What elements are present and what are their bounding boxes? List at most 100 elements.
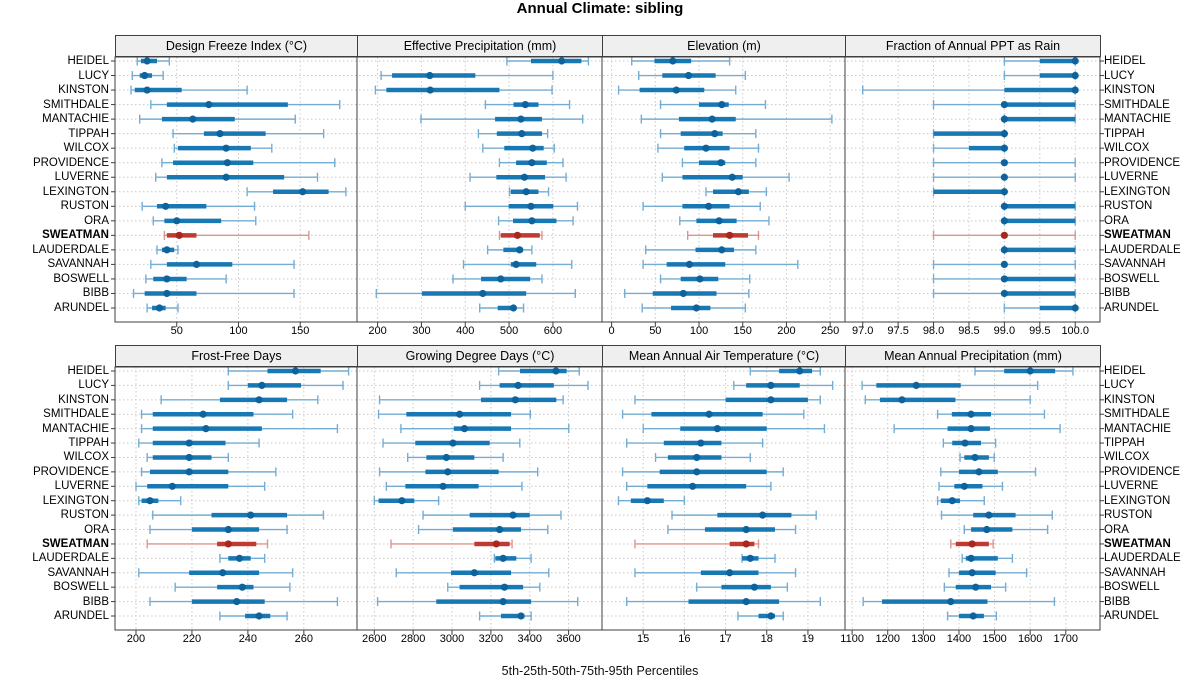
- station-label-left: BIBB: [82, 287, 109, 300]
- percentile-row-ora: [497, 216, 574, 226]
- axis-tick-label: 600: [543, 325, 563, 337]
- percentile-row-lexington: [705, 187, 768, 197]
- percentile-row-ruston: [671, 510, 817, 520]
- median-dot: [517, 115, 525, 123]
- median-dot: [155, 304, 164, 312]
- median-dot: [975, 468, 983, 476]
- percentile-row-wilcox: [959, 452, 995, 462]
- percentile-row-sweatman: [163, 230, 310, 240]
- station-label-left: LEXINGTON: [42, 185, 109, 198]
- percentile-row-providence: [932, 158, 1076, 168]
- station-label-right: WILCOX: [1104, 451, 1150, 464]
- median-dot: [558, 57, 566, 65]
- median-dot: [967, 425, 975, 433]
- axis-tick-label: 200: [368, 325, 387, 337]
- median-dot: [767, 612, 775, 620]
- axis-caption: 5th-25th-50th-75th-95th Percentiles: [501, 664, 699, 678]
- panel-strip-2: Effective Precipitation (mm): [357, 35, 603, 57]
- percentile-row-bibb: [132, 288, 295, 298]
- axis-tick-label: 50: [170, 325, 183, 337]
- percentile-row-luverne: [155, 172, 319, 182]
- percentile-row-arundel: [479, 303, 525, 313]
- median-dot: [728, 173, 736, 181]
- percentile-row-bibb: [376, 597, 579, 607]
- axis-tick-label: 1100: [840, 633, 864, 645]
- percentile-row-lauderdale: [741, 553, 776, 563]
- median-dot: [516, 246, 524, 254]
- station-label-right: MANTACHIE: [1104, 113, 1171, 126]
- station-label-left: SMITHDALE: [43, 408, 109, 421]
- panel-grid-row-0: [111, 56, 1104, 327]
- station-label-right: PROVIDENCE: [1104, 465, 1181, 478]
- axis-tick-label: 99.0: [993, 325, 1016, 337]
- percentile-row-lauderdale: [156, 245, 179, 255]
- axis-tick-label: 1400: [946, 633, 972, 645]
- median-dot: [718, 100, 726, 109]
- median-dot: [1071, 57, 1079, 65]
- station-label-right: LUVERNE: [1104, 171, 1159, 184]
- axis-tick-label: 98.0: [922, 325, 945, 337]
- median-dot: [713, 425, 721, 433]
- median-dot: [717, 159, 725, 167]
- percentile-row-savannah: [948, 568, 1028, 578]
- median-dot: [499, 554, 507, 562]
- percentile-row-kinston: [160, 395, 319, 405]
- percentile-row-ruston: [422, 510, 562, 520]
- axis-tick-label: 1700: [1053, 633, 1079, 645]
- axis-tick-label: 300: [412, 325, 431, 337]
- percentile-row-lucy: [733, 380, 834, 390]
- station-label-right: SAVANNAH: [1104, 566, 1166, 579]
- median-dot: [444, 468, 452, 476]
- percentile-row-tippah: [477, 129, 549, 139]
- percentile-row-lexington: [373, 496, 440, 506]
- station-label-right: LAUDERDALE: [1104, 552, 1181, 565]
- percentile-row-sweatman: [686, 230, 760, 240]
- percentile-row-arundel: [146, 303, 179, 313]
- station-label-right: RUSTON: [1104, 200, 1153, 213]
- median-dot: [143, 57, 151, 65]
- median-dot: [767, 381, 775, 390]
- median-dot: [175, 231, 183, 239]
- median-dot: [518, 130, 526, 138]
- percentile-row-wilcox: [482, 143, 555, 153]
- station-label-left: LEXINGTON: [42, 494, 109, 507]
- axis-tick-label: 2800: [400, 633, 426, 645]
- median-dot: [697, 439, 705, 447]
- median-dot: [968, 540, 976, 548]
- station-label-left: WILCOX: [63, 451, 109, 464]
- station-label-right: SAVANNAH: [1104, 258, 1166, 271]
- percentile-row-wilcox: [146, 452, 230, 462]
- percentile-row-lucy: [131, 71, 164, 81]
- percentile-row-sweatman: [498, 230, 543, 240]
- percentile-row-smithdale: [621, 409, 805, 419]
- median-dot: [224, 540, 232, 548]
- percentile-row-sweatman: [390, 539, 513, 549]
- median-dot: [398, 497, 406, 505]
- median-dot: [426, 86, 434, 94]
- axis-tick-label: 3400: [517, 633, 542, 645]
- median-dot: [971, 453, 979, 462]
- percentile-row-tippah: [172, 129, 325, 139]
- panel-border: [601, 56, 846, 323]
- percentile-row-bibb: [149, 597, 339, 607]
- median-dot: [1000, 275, 1008, 283]
- panel-border: [844, 56, 1101, 323]
- median-dot: [511, 396, 519, 404]
- axis-tick-label: 260: [294, 633, 314, 645]
- median-dot: [512, 260, 520, 269]
- percentile-row-kinston: [378, 395, 564, 405]
- percentile-row-heidel: [136, 56, 171, 66]
- median-dot: [967, 554, 975, 562]
- percentile-row-lexington: [138, 496, 182, 506]
- percentile-row-wilcox: [407, 452, 504, 462]
- station-label-right: TIPPAH: [1104, 127, 1145, 140]
- axis-tick-label: 2600: [362, 633, 387, 645]
- station-label-left: SMITHDALE: [43, 98, 109, 111]
- percentile-row-boswell: [174, 582, 291, 592]
- station-label-right: HEIDEL: [1104, 55, 1146, 67]
- percentile-row-arundel: [737, 611, 784, 621]
- axis-tick-label: 1300: [911, 633, 936, 645]
- median-dot: [199, 410, 207, 418]
- station-label-left: TIPPAH: [68, 437, 109, 450]
